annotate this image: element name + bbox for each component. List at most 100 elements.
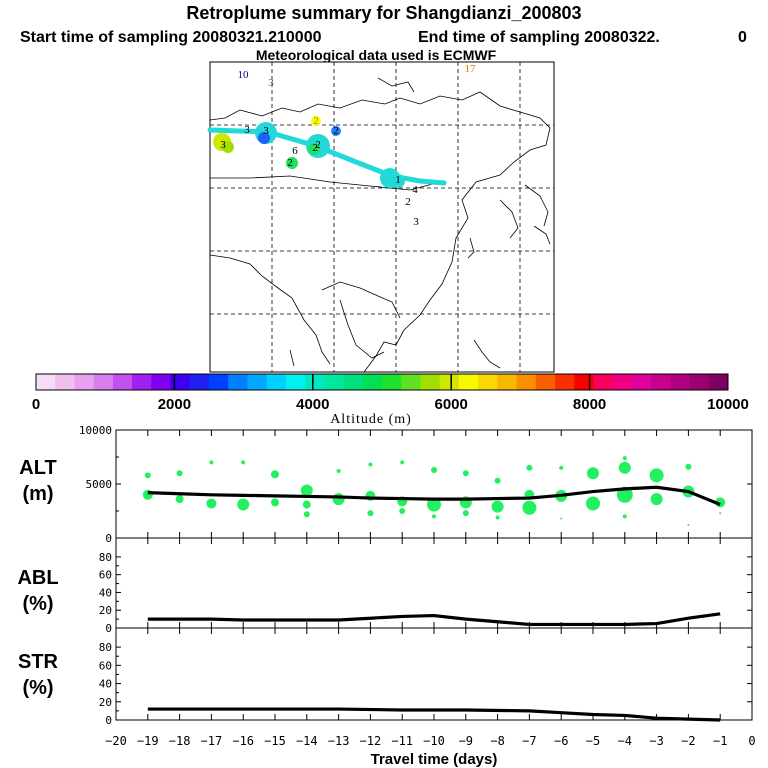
- panel-abl: ABL (%) 80 60 40 20 0: [17, 537, 753, 635]
- altitude-scatter-point: [560, 517, 563, 520]
- x-tick-label: −2: [681, 734, 695, 748]
- colorbar-tick-label: 6000: [435, 396, 468, 413]
- series-line-alt: [147, 485, 721, 507]
- altitude-scatter-point: [367, 510, 374, 517]
- colorbar-cell: [420, 374, 441, 390]
- altitude-scatter-point: [685, 463, 692, 470]
- colorbar-cells: [36, 374, 729, 390]
- altitude-scatter-point: [271, 470, 279, 479]
- map-label: 3: [263, 125, 269, 137]
- coastlines-borders: [209, 77, 551, 373]
- colorbar-tick-label: 8000: [573, 396, 606, 413]
- y-tick-label: 80: [99, 551, 112, 564]
- altitude-scatter-point: [332, 493, 345, 506]
- altitude-colorbar: 0 2000 4000 6000 8000 10000 Altitude (m): [32, 373, 749, 427]
- map-label: 6: [292, 145, 298, 157]
- altitude-scatter-point: [209, 460, 214, 465]
- altitude-scatter-point: [427, 497, 441, 512]
- x-tick-label: −10: [423, 734, 445, 748]
- altitude-scatter-point: [559, 465, 564, 470]
- colorbar-cell: [151, 374, 172, 390]
- map-label: 2: [405, 196, 411, 208]
- panel-ylabel-unit: (%): [22, 593, 53, 615]
- map-label: 2: [315, 139, 321, 151]
- altitude-scatter-point: [587, 467, 599, 480]
- colorbar-ticks: 0 2000 4000 6000 8000 10000: [32, 374, 749, 413]
- y-tick-label: 5000: [86, 478, 113, 491]
- x-tick-label: 0: [748, 734, 755, 748]
- altitude-scatter-point: [522, 500, 537, 515]
- altitude-scatter-point: [719, 512, 722, 515]
- series-line-abl: [147, 612, 721, 627]
- y-tick-label: 60: [99, 659, 112, 672]
- x-tick-label: −11: [391, 734, 413, 748]
- altitude-scatter-point: [368, 462, 373, 467]
- colorbar-cell: [689, 374, 710, 390]
- map-label: 4: [412, 184, 418, 196]
- colorbar-tick-label: 0: [32, 396, 40, 413]
- map-label: 3: [220, 139, 226, 151]
- x-tick-label: −16: [232, 734, 254, 748]
- y-tick-label: 40: [99, 678, 112, 691]
- colorbar-cell: [305, 374, 325, 390]
- colorbar-cell: [670, 374, 691, 390]
- altitude-scatter-point: [303, 511, 310, 518]
- x-tick-label: −1: [713, 734, 727, 748]
- end-time-suffix: 0: [738, 29, 747, 46]
- met-data-label: Meteorological data used is ECMWF: [256, 47, 497, 63]
- x-tick-label: −8: [490, 734, 504, 748]
- colorbar-tick-label: 10000: [707, 396, 749, 413]
- x-tick-label: −14: [296, 734, 318, 748]
- map-label: 10: [238, 69, 250, 81]
- map-label: 2: [333, 125, 339, 137]
- x-tick-label: −4: [618, 734, 632, 748]
- time-series-panels: ALT (m) 10000 5000 0 ABL (%) 80 60 40 20 0 STR (%) 80 6…: [17, 424, 755, 768]
- colorbar-cell: [189, 374, 210, 390]
- series-line-str: [147, 707, 721, 722]
- x-tick-label: −12: [360, 734, 382, 748]
- altitude-scatter-point: [400, 460, 405, 465]
- altitude-scatter-point: [432, 514, 436, 519]
- altitude-scatter-point: [622, 514, 627, 519]
- colorbar-cell: [631, 374, 652, 390]
- colorbar-cell: [93, 374, 114, 390]
- panel-ylabel: ABL: [17, 567, 58, 589]
- x-tick-label: −15: [264, 734, 286, 748]
- altitude-scatter-point: [586, 496, 600, 511]
- x-tick-label: −17: [201, 734, 223, 748]
- x-tick-label: −19: [137, 734, 159, 748]
- map-label: 17: [465, 63, 477, 75]
- colorbar-cell: [343, 374, 364, 390]
- colorbar-cell: [497, 374, 518, 390]
- altitude-scatter-point: [462, 510, 469, 517]
- panel-ylabel: STR: [18, 651, 59, 673]
- y-tick-label: 80: [99, 641, 112, 654]
- x-tick-label: −13: [328, 734, 350, 748]
- panel-ylabel-unit: (m): [22, 483, 53, 505]
- colorbar-cell: [516, 374, 537, 390]
- colorbar-cell: [55, 374, 75, 390]
- x-tick-label: −20: [105, 734, 127, 748]
- colorbar-cell: [132, 374, 152, 390]
- x-axis-label: Travel time (days): [371, 751, 498, 768]
- colorbar-cell: [324, 374, 345, 390]
- y-tick-label: 0: [105, 622, 112, 635]
- altitude-scatter-point: [687, 524, 690, 527]
- panel-ylabel-unit: (%): [22, 677, 53, 699]
- altitude-scatter-point: [144, 472, 151, 479]
- altitude-scatter-point: [526, 464, 533, 471]
- altitude-scatter-point: [241, 460, 246, 465]
- y-tick-label: 0: [105, 532, 112, 545]
- altitude-scatter-point: [649, 468, 664, 483]
- map-label: 1: [395, 174, 401, 186]
- colorbar-cell: [362, 374, 383, 390]
- colorbar-cell: [574, 374, 594, 390]
- altitude-scatter-point: [399, 508, 406, 514]
- plume-blobs: [213, 116, 405, 188]
- map-gridlines: [210, 62, 554, 372]
- y-tick-label: 20: [99, 696, 112, 709]
- colorbar-cell: [285, 374, 306, 390]
- map-label: 3: [244, 124, 250, 136]
- colorbar-cell: [478, 374, 498, 390]
